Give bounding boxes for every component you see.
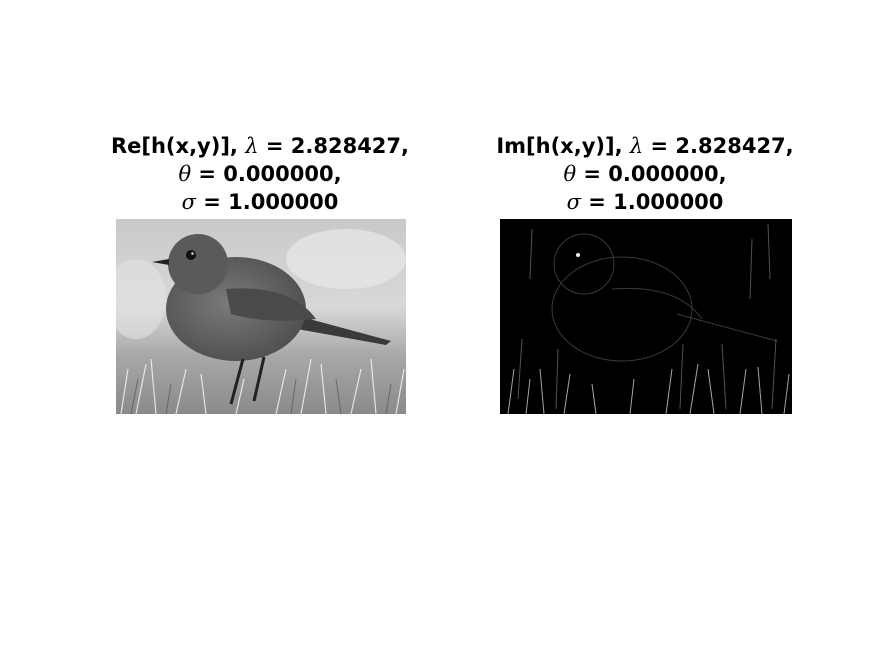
robin-edge-response-picture — [500, 219, 792, 414]
sigma-symbol: σ — [181, 190, 196, 214]
left-title-line2: θ = 0.000000, — [60, 160, 460, 188]
left-panel-title: Re[h(x,y)], λ = 2.828427, θ = 0.000000, … — [60, 132, 460, 216]
theta-symbol: θ — [178, 162, 192, 186]
left-theta-value: = 0.000000, — [191, 162, 342, 186]
theta-symbol: θ — [563, 162, 577, 186]
robin-grayscale-picture — [116, 219, 406, 414]
lambda-symbol: λ — [629, 134, 644, 158]
left-title-prefix: Re[h(x,y)], — [110, 134, 246, 158]
right-theta-value: = 0.000000, — [576, 162, 727, 186]
imaginary-part-image — [500, 219, 792, 414]
right-lambda-value: = 2.828427, — [643, 134, 794, 158]
right-title-prefix: Im[h(x,y)], — [496, 134, 630, 158]
left-title-line1: Re[h(x,y)], λ = 2.828427, — [60, 132, 460, 160]
right-panel-title: Im[h(x,y)], λ = 2.828427, θ = 0.000000, … — [445, 132, 845, 216]
right-title-line3: σ = 1.000000 — [445, 188, 845, 216]
real-part-image — [116, 219, 406, 414]
left-title-line3: σ = 1.000000 — [60, 188, 460, 216]
right-title-line1: Im[h(x,y)], λ = 2.828427, — [445, 132, 845, 160]
left-lambda-value: = 2.828427, — [258, 134, 410, 158]
right-title-line2: θ = 0.000000, — [445, 160, 845, 188]
lambda-symbol: λ — [245, 134, 259, 158]
left-sigma-value: = 1.000000 — [195, 190, 339, 214]
sigma-symbol: σ — [566, 190, 581, 214]
right-sigma-value: = 1.000000 — [580, 190, 724, 214]
